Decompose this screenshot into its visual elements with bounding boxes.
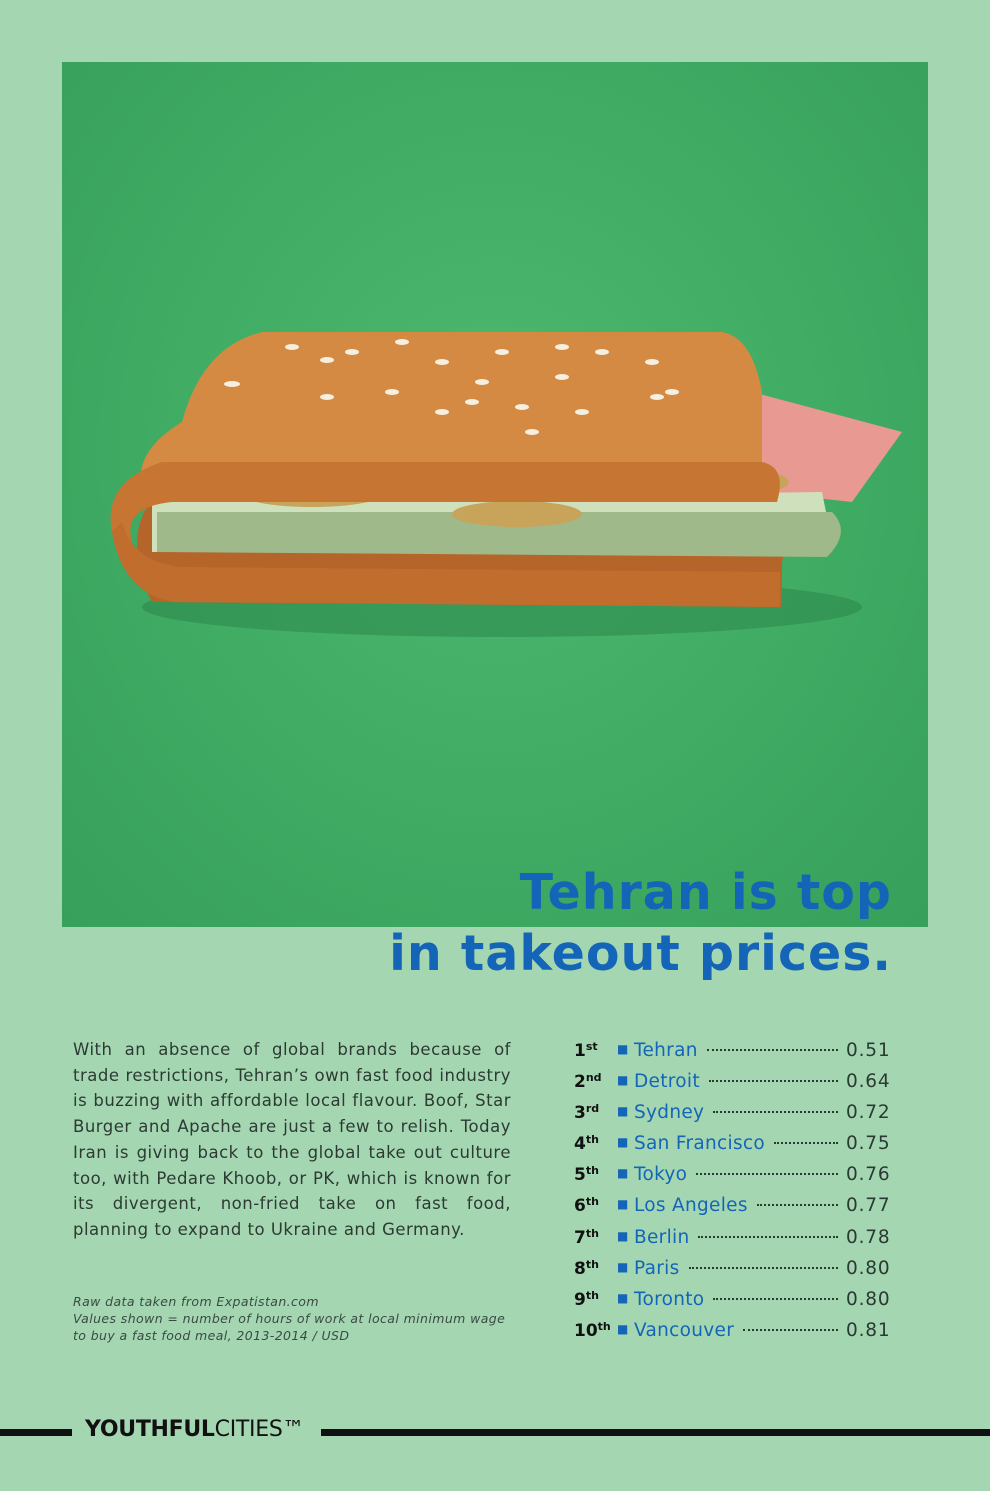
rank-number: 4 — [574, 1134, 586, 1155]
rank: 4th — [574, 1133, 617, 1154]
ranking-row: 4th ■ San Francisco 0.75 — [574, 1133, 890, 1164]
dot-leader — [708, 1080, 838, 1083]
bullet-icon: ■ — [617, 1228, 629, 1243]
city-name: Toronto — [634, 1288, 705, 1310]
city-name: Sydney — [634, 1102, 705, 1124]
rank-number: 10 — [574, 1320, 598, 1341]
ranking-row: 7th ■ Berlin 0.78 — [574, 1227, 890, 1258]
rank: 5th — [574, 1164, 617, 1185]
city-name: Berlin — [634, 1226, 690, 1248]
rank-suffix: st — [585, 1040, 598, 1053]
ranking-list: 1st ■ Tehran 0.51 2nd ■ Detroit 0.64 3rd ■ Sydney 0… — [574, 1040, 890, 1351]
city-name: Los Angeles — [634, 1195, 748, 1217]
rank-suffix: th — [585, 1133, 599, 1147]
headline: Tehran is top in takeout prices. — [389, 862, 892, 984]
city-name: Paris — [634, 1257, 680, 1279]
footer-rule-left — [0, 1429, 72, 1436]
city-name: Detroit — [634, 1071, 700, 1093]
city-name: San Francisco — [634, 1133, 765, 1155]
hours-value: 0.72 — [846, 1102, 891, 1124]
bullet-icon: ■ — [617, 1135, 629, 1150]
hours-value: 0.76 — [846, 1164, 891, 1186]
rank-suffix: th — [585, 1288, 599, 1302]
wallet-burger-illustration — [110, 332, 902, 637]
ranking-row: 1st ■ Tehran 0.51 — [574, 1040, 890, 1071]
hero-photo — [62, 62, 928, 927]
footer-rule-right — [321, 1429, 990, 1436]
ranking-row: 10th ■ Vancouver 0.81 — [574, 1320, 890, 1351]
hours-value: 0.81 — [846, 1319, 891, 1341]
bullet-icon: ■ — [617, 1073, 629, 1088]
rank-suffix: th — [585, 1257, 599, 1271]
rank-suffix: th — [585, 1164, 599, 1178]
hours-value: 0.75 — [846, 1133, 891, 1155]
rank: 10th — [574, 1320, 617, 1341]
ranking-row: 9th ■ Toronto 0.80 — [574, 1289, 890, 1320]
hours-value: 0.64 — [846, 1071, 891, 1093]
dot-leader — [688, 1266, 838, 1269]
logo-tm: ™ — [282, 1417, 305, 1442]
sesame-seeds — [224, 339, 679, 435]
bullet-icon: ■ — [617, 1259, 629, 1274]
rank: 2nd — [574, 1071, 617, 1092]
headline-line-2: in takeout prices. — [389, 925, 892, 982]
rank-suffix: rd — [585, 1102, 600, 1116]
logo-regular: CITIES — [214, 1417, 283, 1442]
bullet-icon: ■ — [617, 1104, 629, 1119]
rank: 3rd — [574, 1102, 617, 1123]
rank-suffix: th — [585, 1226, 599, 1240]
city-name: Tehran — [634, 1040, 698, 1061]
rank: 8th — [574, 1258, 617, 1279]
rank-number: 5 — [574, 1165, 586, 1186]
dot-leader — [743, 1328, 838, 1331]
rank-number: 1 — [574, 1041, 586, 1061]
rank-number: 6 — [574, 1196, 586, 1217]
rank-number: 2 — [574, 1072, 586, 1093]
ranking-row: 3rd ■ Sydney 0.72 — [574, 1102, 890, 1133]
logo-bold: YOUTHFUL — [85, 1417, 215, 1442]
ranking-row: 6th ■ Los Angeles 0.77 — [574, 1195, 890, 1226]
city-name: Vancouver — [634, 1319, 735, 1341]
dot-leader — [713, 1297, 838, 1300]
notes-line-3: to buy a fast food meal, 2013-2014 / USD — [73, 1328, 350, 1343]
bullet-icon: ■ — [617, 1321, 629, 1336]
notes-line-2: Values shown = number of hours of work a… — [73, 1311, 506, 1326]
rank-number: 8 — [574, 1258, 586, 1279]
rank: 7th — [574, 1227, 617, 1248]
dot-leader — [756, 1204, 838, 1207]
hours-value: 0.80 — [846, 1257, 891, 1279]
hours-value: 0.51 — [846, 1040, 891, 1061]
ranking-row: 8th ■ Paris 0.80 — [574, 1258, 890, 1289]
dot-leader — [698, 1235, 838, 1238]
rank: 6th — [574, 1195, 617, 1216]
ranking-row: 2nd ■ Detroit 0.64 — [574, 1071, 890, 1102]
bullet-icon: ■ — [617, 1290, 629, 1305]
dot-leader — [696, 1173, 838, 1176]
rank-number: 9 — [574, 1289, 586, 1310]
notes-line-1: Raw data taken from Expatistan.com — [73, 1294, 319, 1309]
youthfulcities-logo: YOUTHFULCITIES™ — [85, 1417, 304, 1442]
rank: 9th — [574, 1289, 617, 1310]
rank-suffix: th — [585, 1195, 599, 1209]
ranking-row: 5th ■ Tokyo 0.76 — [574, 1164, 890, 1195]
hours-value: 0.80 — [846, 1288, 891, 1310]
bullet-icon: ■ — [617, 1197, 629, 1212]
city-name: Tokyo — [634, 1164, 688, 1186]
rank-number: 3 — [574, 1103, 586, 1124]
dot-leader — [774, 1142, 838, 1145]
headline-line-1: Tehran is top — [519, 864, 892, 921]
dot-leader — [706, 1049, 838, 1051]
rank-number: 7 — [574, 1227, 586, 1248]
rank-suffix: nd — [585, 1071, 602, 1085]
source-notes: Raw data taken from Expatistan.com Value… — [73, 1293, 505, 1344]
dot-leader — [713, 1111, 838, 1114]
body-paragraph: With an absence of global brands because… — [73, 1040, 511, 1239]
rank-suffix: th — [597, 1319, 611, 1333]
rank: 1st — [574, 1040, 617, 1061]
bullet-icon: ■ — [617, 1042, 629, 1056]
hours-value: 0.77 — [846, 1195, 891, 1217]
bullet-icon: ■ — [617, 1166, 629, 1181]
hours-value: 0.78 — [846, 1226, 891, 1248]
